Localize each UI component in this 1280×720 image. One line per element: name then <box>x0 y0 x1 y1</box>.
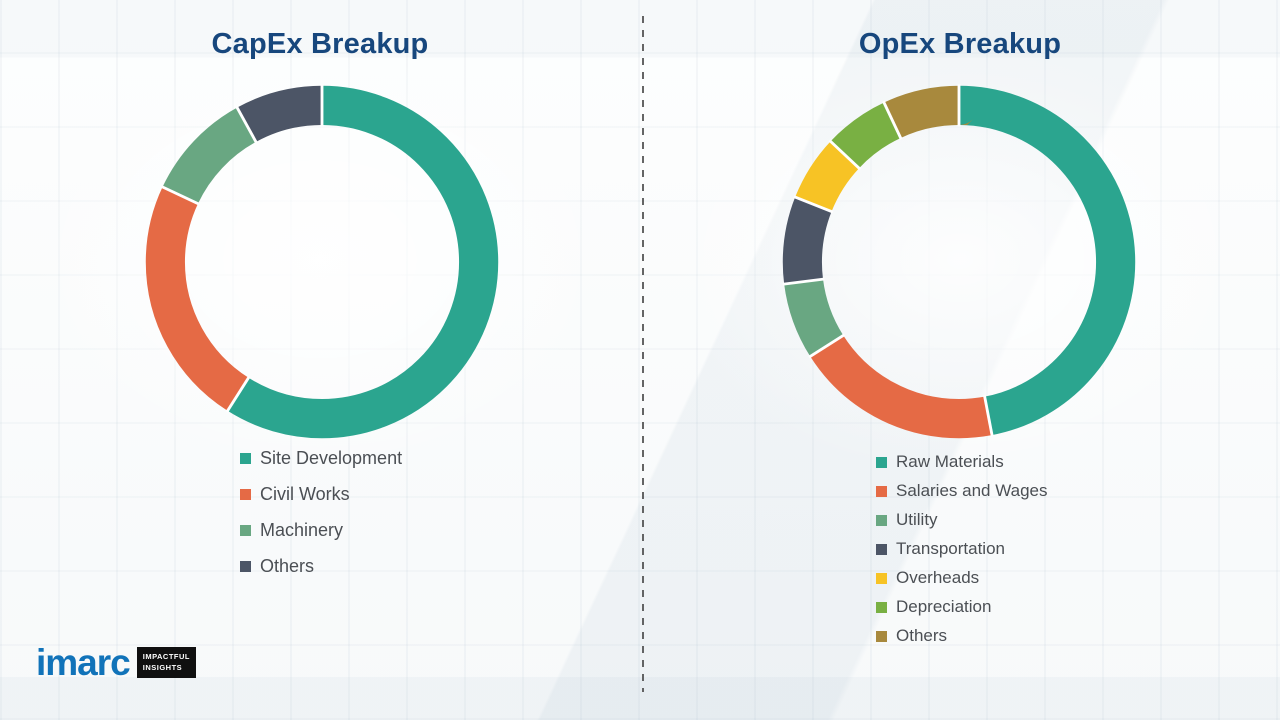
legend-swatch <box>240 453 251 464</box>
capex-legend: Site Development Civil Works Machinery Othe… <box>240 448 402 592</box>
legend-swatch <box>876 572 887 584</box>
legend-label: Civil Works <box>260 484 350 504</box>
legend-item: Transportation <box>876 539 1048 559</box>
segment-separator <box>828 139 862 171</box>
tagline-line-1: IMPACTFUL <box>142 651 191 661</box>
legend-swatch <box>876 485 887 497</box>
legend-label: Machinery <box>260 520 344 540</box>
legend-item: Depreciation <box>876 597 1048 617</box>
capex-title: CapEx Breakup <box>211 28 429 60</box>
opex-legend: Raw Materials Salaries and Wages Utility Tr… <box>876 452 1048 655</box>
legend-swatch <box>876 543 887 555</box>
segment-separator <box>235 105 258 144</box>
legend-label: Utility <box>896 510 938 529</box>
segment-separator <box>983 394 994 437</box>
legend-swatch <box>240 561 251 572</box>
legend-label: Salaries and Wages <box>896 481 1048 500</box>
segment-separator <box>793 195 834 214</box>
legend-item: Salaries and Wages <box>876 481 1048 501</box>
segment-separator <box>225 375 251 413</box>
legend-swatch <box>876 514 887 526</box>
legend-label: Depreciation <box>896 597 992 616</box>
legend-label: Others <box>260 556 315 576</box>
legend-swatch <box>876 456 887 468</box>
imarc-wordmark: imarc <box>36 642 131 683</box>
legend-item: Civil Works <box>240 484 402 505</box>
legend-item: Others <box>240 556 402 577</box>
legend-swatch <box>876 601 887 613</box>
opex-donut-chart <box>782 84 1136 439</box>
legend-item: Machinery <box>240 520 402 541</box>
dashed-divider-line <box>642 16 644 692</box>
imarc-logo: imarc IMPACTFUL INSIGHTS <box>36 642 197 683</box>
legend-label: Site Development <box>260 448 403 468</box>
legend-swatch <box>876 630 887 642</box>
imarc-tagline: IMPACTFUL INSIGHTS <box>136 646 197 679</box>
capex-donut-chart <box>145 84 499 439</box>
tagline-line-2: INSIGHTS <box>142 662 183 672</box>
opex-title: OpEx Breakup <box>858 28 1062 60</box>
donut-segment <box>782 85 1136 439</box>
legend-label: Others <box>896 626 948 645</box>
segment-separator <box>882 100 903 140</box>
segment-separator <box>808 333 846 359</box>
legend-item: Utility <box>876 510 1048 530</box>
legend-label: Overheads <box>896 568 980 587</box>
legend-item: Site Development <box>240 448 402 469</box>
legend-swatch <box>240 489 251 500</box>
legend-item: Others <box>876 626 1048 646</box>
legend-item: Overheads <box>876 568 1048 588</box>
legend-item: Raw Materials <box>876 452 1048 472</box>
legend-label: Raw Materials <box>896 452 1004 471</box>
segment-separator <box>160 185 200 206</box>
legend-label: Transportation <box>896 539 1005 558</box>
legend-swatch <box>240 525 251 536</box>
donut-segment <box>145 85 499 439</box>
segment-separator <box>782 277 825 286</box>
donut-segment <box>782 85 1136 439</box>
